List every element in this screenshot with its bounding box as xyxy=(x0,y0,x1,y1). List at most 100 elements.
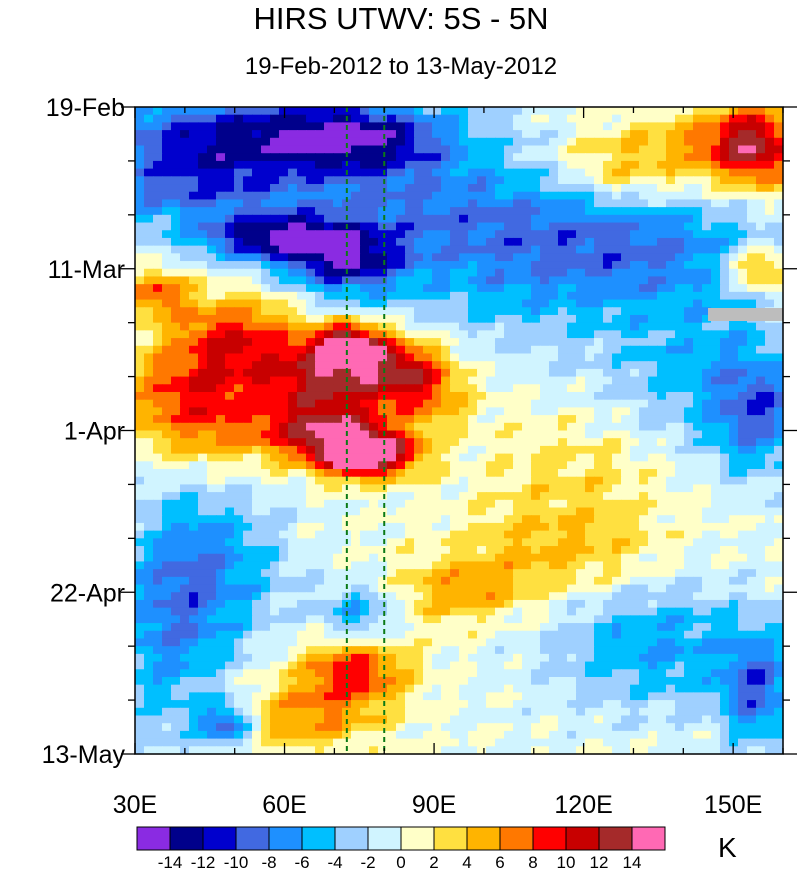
heat-cell xyxy=(567,199,577,208)
heat-cell xyxy=(270,461,280,470)
heat-cell xyxy=(225,207,235,216)
heat-cell xyxy=(738,291,748,301)
heat-cell xyxy=(756,230,766,239)
heat-cell xyxy=(648,630,658,640)
heat-cell xyxy=(288,107,298,116)
heat-cell xyxy=(720,330,730,339)
heat-cell xyxy=(495,330,505,339)
heat-cell xyxy=(774,576,784,586)
heat-cell xyxy=(639,184,649,193)
heat-cell xyxy=(657,345,667,355)
heat-cell xyxy=(693,630,703,640)
heat-cell xyxy=(738,391,748,401)
heat-cell xyxy=(738,368,748,378)
heat-cell xyxy=(342,399,352,408)
heat-cell xyxy=(549,453,559,462)
heat-cell xyxy=(711,476,721,486)
heat-cell xyxy=(612,214,622,224)
heat-cell xyxy=(216,515,226,524)
heat-cell xyxy=(666,184,676,193)
heat-cell xyxy=(693,430,703,439)
heat-cell xyxy=(540,230,550,239)
heat-cell xyxy=(306,191,316,201)
heat-cell xyxy=(540,476,550,486)
heat-cell xyxy=(378,222,388,231)
heat-cell xyxy=(171,130,181,139)
heat-cell xyxy=(747,546,757,555)
heat-cell xyxy=(549,630,559,640)
heat-cell xyxy=(540,176,550,185)
heat-cell xyxy=(441,107,451,116)
heat-cell xyxy=(297,137,307,147)
heat-cell xyxy=(279,407,289,416)
heat-cell xyxy=(270,299,280,308)
heat-cell xyxy=(234,361,244,370)
heat-cell xyxy=(711,237,721,247)
heat-cell xyxy=(261,345,271,355)
heat-cell xyxy=(252,592,262,601)
heat-cell xyxy=(378,376,388,385)
heat-cell xyxy=(684,569,694,578)
heat-cell xyxy=(486,338,496,347)
heat-cell xyxy=(162,222,172,231)
heat-cell xyxy=(585,130,595,139)
heat-cell xyxy=(378,399,388,408)
heat-cell xyxy=(207,546,217,555)
heat-cell xyxy=(441,284,451,293)
heat-cell xyxy=(747,176,757,185)
heat-cell xyxy=(693,361,703,370)
heat-cell xyxy=(630,461,640,470)
heat-cell xyxy=(234,584,244,593)
heat-cell xyxy=(216,237,226,247)
heat-cell xyxy=(729,630,739,640)
heat-cell xyxy=(351,515,361,524)
heat-cell xyxy=(288,530,298,539)
heat-cell xyxy=(693,307,703,316)
heat-cell xyxy=(351,484,361,493)
heat-cell xyxy=(171,145,181,154)
heat-cell xyxy=(738,476,748,486)
heat-cell xyxy=(765,607,775,616)
heat-cell xyxy=(612,322,622,331)
heat-cell xyxy=(630,530,640,539)
heat-cell xyxy=(360,630,370,640)
heat-cell xyxy=(306,453,316,462)
heat-cell xyxy=(549,168,559,177)
heat-cell xyxy=(522,222,532,231)
heat-cell xyxy=(207,592,217,601)
heat-cell xyxy=(225,237,235,247)
heat-cell xyxy=(378,137,388,147)
heat-cell xyxy=(648,515,658,524)
heat-cell xyxy=(432,530,442,539)
heat-cell xyxy=(513,176,523,185)
heat-cell xyxy=(558,345,568,355)
heat-cell xyxy=(585,314,595,324)
heat-cell xyxy=(252,584,262,593)
heat-cell xyxy=(144,469,154,478)
heat-cell xyxy=(252,207,262,216)
heat-cell xyxy=(252,261,262,270)
heat-cell xyxy=(396,461,406,470)
heat-cell xyxy=(252,168,262,177)
heat-cell xyxy=(729,184,739,193)
heat-cell xyxy=(171,546,181,555)
heat-cell xyxy=(234,538,244,547)
heat-cell xyxy=(468,314,478,324)
heat-cell xyxy=(747,153,757,162)
heat-cell xyxy=(423,569,433,578)
heat-cell xyxy=(450,391,460,401)
heat-cell xyxy=(675,153,685,162)
heat-cell xyxy=(369,430,379,439)
heat-cell xyxy=(459,184,469,193)
heat-cell xyxy=(603,530,613,539)
heat-cell xyxy=(621,530,631,539)
heat-cell xyxy=(756,507,766,516)
heat-cell xyxy=(603,391,613,401)
heat-cell xyxy=(477,438,487,447)
heat-cell xyxy=(522,530,532,539)
heat-cell xyxy=(648,168,658,177)
heat-cell xyxy=(414,492,424,501)
heat-cell xyxy=(405,476,415,486)
heat-cell xyxy=(135,122,145,131)
heat-cell xyxy=(738,546,748,555)
